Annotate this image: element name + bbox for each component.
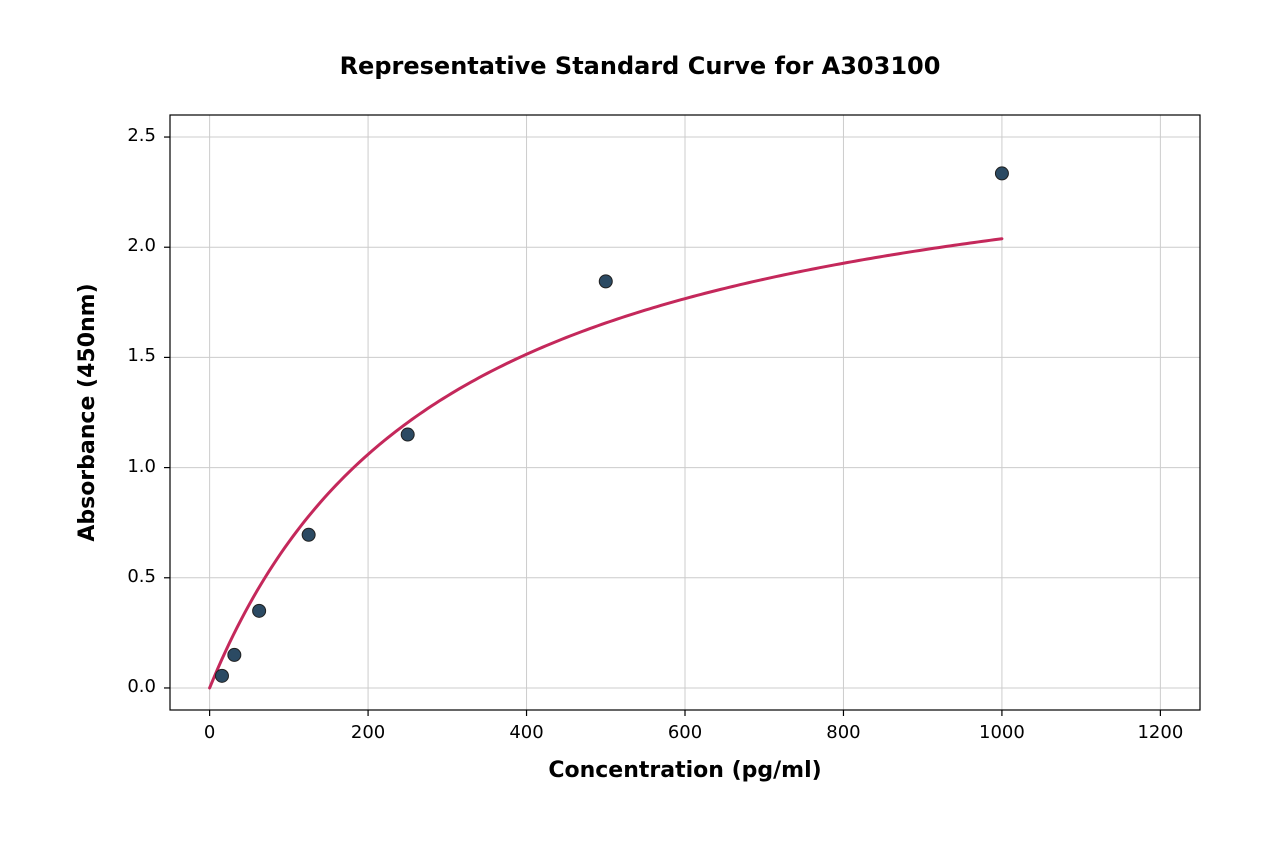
data-point [253,604,266,617]
data-point [599,275,612,288]
plot-area [0,0,1280,845]
data-point [228,648,241,661]
ytick-label: 2.5 [127,125,156,146]
xtick-label: 600 [655,722,715,743]
xtick-label: 0 [180,722,240,743]
ytick-label: 0.0 [127,676,156,697]
ytick-label: 1.5 [127,345,156,366]
xtick-label: 800 [813,722,873,743]
xtick-label: 1200 [1130,722,1190,743]
data-point [995,167,1008,180]
xtick-label: 200 [338,722,398,743]
xtick-label: 1000 [972,722,1032,743]
data-point [215,669,228,682]
ytick-label: 1.0 [127,456,156,477]
xtick-label: 400 [497,722,557,743]
ytick-label: 2.0 [127,235,156,256]
figure: Representative Standard Curve for A30310… [0,0,1280,845]
ytick-label: 0.5 [127,566,156,587]
data-point [401,428,414,441]
data-point [302,528,315,541]
